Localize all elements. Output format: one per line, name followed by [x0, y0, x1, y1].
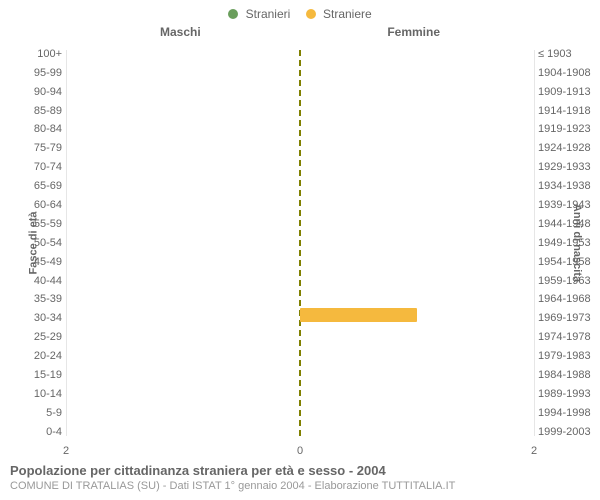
bar-row	[66, 414, 534, 432]
bar-row	[66, 144, 534, 162]
x-tick: 0	[297, 445, 303, 457]
y-tick-age: 100+	[22, 45, 62, 63]
circle-icon	[306, 9, 316, 19]
x-tick: 2	[531, 445, 537, 457]
y-tick-birth: 1929-1933	[538, 158, 596, 176]
chart-area: Fasce di età Anni di nascita 100+95-9990…	[0, 45, 600, 441]
y-tick-age: 75-79	[22, 139, 62, 157]
y-tick-birth: 1904-1908	[538, 64, 596, 82]
y-tick-age: 70-74	[22, 158, 62, 176]
panel-title-female: Femmine	[387, 25, 440, 39]
bar-row	[66, 396, 534, 414]
y-tick-age: 80-84	[22, 120, 62, 138]
bar-row	[66, 216, 534, 234]
y-tick-age: 5-9	[22, 404, 62, 422]
y-tick-age: 50-54	[22, 234, 62, 252]
y-tick-birth: 1984-1988	[538, 366, 596, 384]
y-tick-age: 60-64	[22, 196, 62, 214]
y-tick-birth: 1994-1998	[538, 404, 596, 422]
y-tick-birth: 1964-1968	[538, 290, 596, 308]
panel-title-male: Maschi	[160, 25, 201, 39]
y-tick-age: 65-69	[22, 177, 62, 195]
y-tick-birth: 1969-1973	[538, 309, 596, 327]
y-tick-age: 10-14	[22, 385, 62, 403]
x-tick: 2	[63, 445, 69, 457]
y-tick-age: 45-49	[22, 253, 62, 271]
circle-icon	[228, 9, 238, 19]
y-tick-age: 95-99	[22, 64, 62, 82]
bar-row	[66, 162, 534, 180]
y-tick-age: 85-89	[22, 102, 62, 120]
y-tick-age: 40-44	[22, 272, 62, 290]
y-tick-birth: 1944-1948	[538, 215, 596, 233]
pyramid-chart: Stranieri Straniere Maschi Femmine Fasce…	[0, 0, 600, 500]
bar-female	[300, 308, 417, 322]
legend-item-female: Straniere	[306, 6, 372, 21]
y-tick-age: 90-94	[22, 83, 62, 101]
bar-row	[66, 54, 534, 72]
legend: Stranieri Straniere	[0, 0, 600, 21]
y-tick-birth: 1914-1918	[538, 102, 596, 120]
bar-row	[66, 378, 534, 396]
y-tick-birth: 1954-1958	[538, 253, 596, 271]
y-tick-birth: 1979-1983	[538, 347, 596, 365]
y-tick-birth: 1924-1928	[538, 139, 596, 157]
y-tick-birth: 1934-1938	[538, 177, 596, 195]
y-tick-age: 20-24	[22, 347, 62, 365]
y-ticks-birth: ≤ 19031904-19081909-19131914-19181919-19…	[538, 45, 596, 441]
y-tick-age: 55-59	[22, 215, 62, 233]
gridline	[534, 50, 535, 436]
chart-subtitle: COMUNE DI TRATALIAS (SU) - Dati ISTAT 1°…	[10, 480, 590, 492]
y-ticks-age: 100+95-9990-9485-8980-8475-7970-7465-696…	[22, 45, 62, 441]
bar-row	[66, 72, 534, 90]
y-tick-birth: 1989-1993	[538, 385, 596, 403]
y-tick-birth: 1949-1953	[538, 234, 596, 252]
y-tick-birth: 1999-2003	[538, 423, 596, 441]
y-tick-birth: 1959-1963	[538, 272, 596, 290]
y-tick-age: 25-29	[22, 328, 62, 346]
bar-row	[66, 288, 534, 306]
bar-row	[66, 234, 534, 252]
bar-row	[66, 306, 534, 324]
y-tick-age: 35-39	[22, 290, 62, 308]
x-ticks: 2 0 2	[66, 445, 534, 461]
bar-row	[66, 360, 534, 378]
bar-row	[66, 198, 534, 216]
bar-row	[66, 126, 534, 144]
bar-row	[66, 180, 534, 198]
y-tick-age: 15-19	[22, 366, 62, 384]
y-tick-age: 0-4	[22, 423, 62, 441]
bar-row	[66, 324, 534, 342]
chart-footer: Popolazione per cittadinanza straniera p…	[10, 463, 590, 492]
bar-row	[66, 270, 534, 288]
y-tick-birth: ≤ 1903	[538, 45, 596, 63]
bar-row	[66, 342, 534, 360]
y-tick-age: 30-34	[22, 309, 62, 327]
legend-label: Straniere	[323, 7, 372, 21]
bar-row	[66, 252, 534, 270]
y-tick-birth: 1919-1923	[538, 120, 596, 138]
legend-item-male: Stranieri	[228, 6, 290, 21]
panel-titles: Maschi Femmine	[0, 25, 600, 45]
bar-rows	[66, 54, 534, 432]
bar-row	[66, 108, 534, 126]
y-tick-birth: 1909-1913	[538, 83, 596, 101]
y-tick-birth: 1939-1943	[538, 196, 596, 214]
y-tick-birth: 1974-1978	[538, 328, 596, 346]
plot-area	[66, 54, 534, 432]
bar-row	[66, 90, 534, 108]
legend-label: Stranieri	[246, 7, 291, 21]
chart-title: Popolazione per cittadinanza straniera p…	[10, 463, 590, 478]
